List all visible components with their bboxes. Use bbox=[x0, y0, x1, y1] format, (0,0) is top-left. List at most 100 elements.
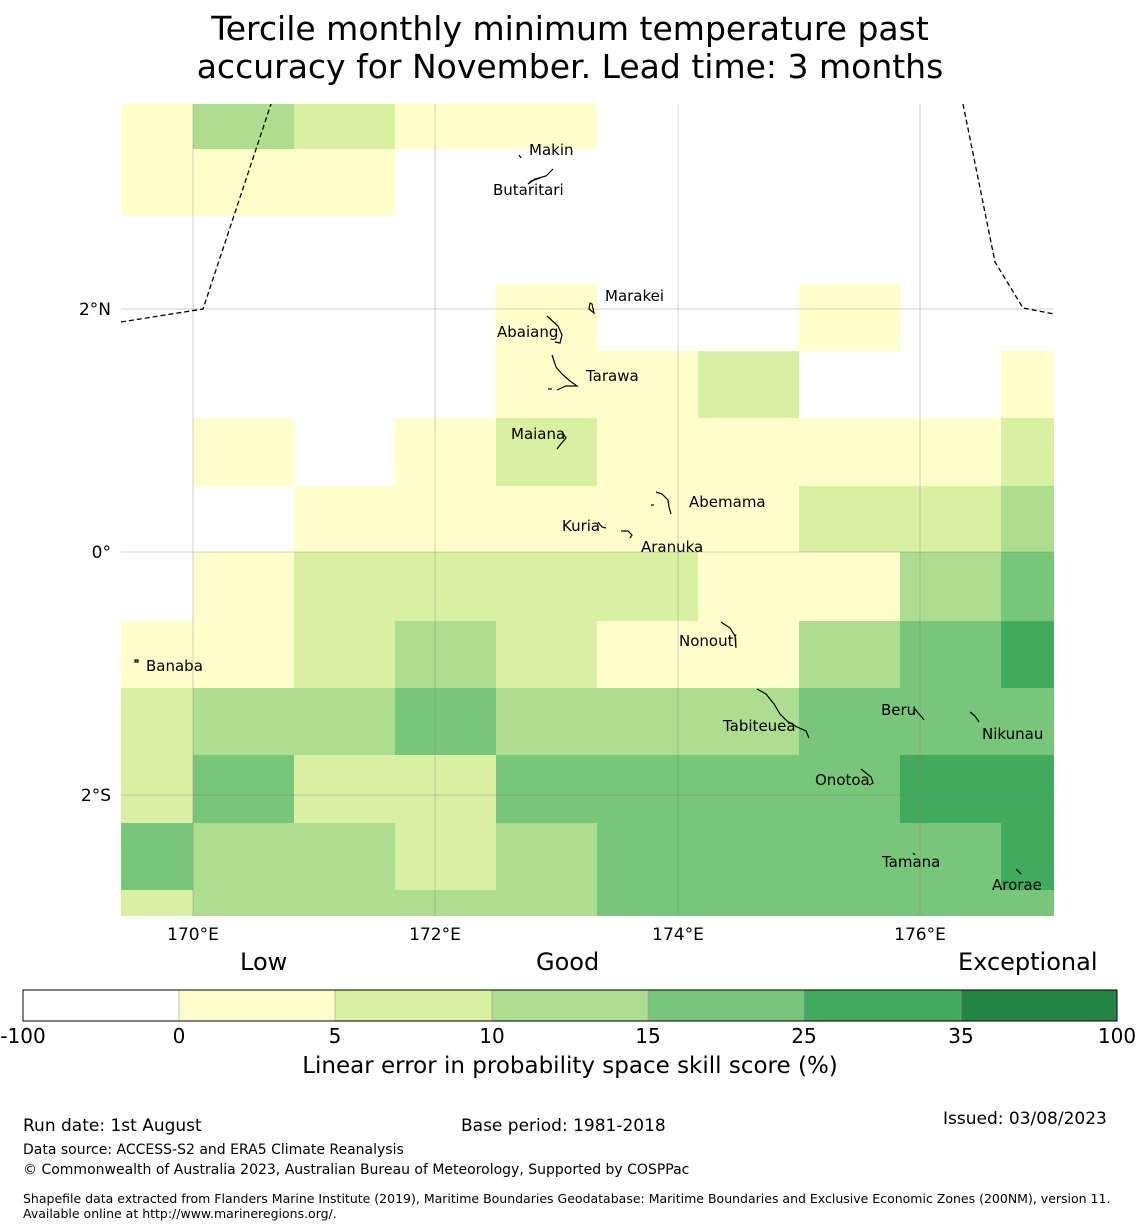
grid-cell bbox=[193, 688, 294, 755]
grid-cell bbox=[294, 823, 395, 890]
island-nonouti bbox=[720, 621, 737, 649]
grid-cell bbox=[1001, 621, 1054, 688]
grid-cell bbox=[121, 688, 193, 755]
island-beru bbox=[914, 708, 925, 721]
place-label-onotoa: Onotoa bbox=[815, 771, 870, 789]
grid-cell bbox=[294, 486, 395, 552]
eez-boundary bbox=[120, 103, 1055, 323]
grid-cell bbox=[496, 688, 597, 755]
grid-cell bbox=[193, 486, 294, 552]
grid-cell bbox=[799, 755, 900, 823]
grid-cell bbox=[395, 621, 496, 688]
grid-cell bbox=[799, 104, 900, 149]
lon-tick-label: 172°E bbox=[409, 925, 461, 945]
place-label-abaiang: Abaiang bbox=[497, 323, 558, 341]
grid-cell bbox=[900, 755, 1001, 823]
grid-cell bbox=[294, 284, 395, 351]
grid-cell bbox=[900, 486, 1001, 552]
copyright: © Commonwealth of Australia 2023, Austra… bbox=[23, 1162, 690, 1178]
grid-cell bbox=[294, 351, 395, 418]
colorbar-word-exceptional: Exceptional bbox=[958, 948, 1098, 976]
colorbar-swatch bbox=[179, 990, 335, 1021]
grid-cell bbox=[1001, 418, 1054, 486]
place-labels: Makin Butaritari Marakei Abaiang Tarawa Maian… bbox=[146, 141, 1043, 894]
grid-cell bbox=[1001, 486, 1054, 552]
grid-cell bbox=[900, 890, 1001, 916]
grid-cell bbox=[496, 104, 597, 149]
axis-ticks: 170°E 172°E 174°E 176°E 2°N 0° 2°S bbox=[79, 300, 946, 945]
grid-cell bbox=[900, 216, 1001, 284]
map-title: Tercile monthly minimum temperature past… bbox=[0, 10, 1140, 86]
place-label-nikunau: Nikunau bbox=[982, 725, 1043, 743]
place-label-abemama: Abemama bbox=[689, 493, 766, 511]
grid-cell bbox=[294, 104, 395, 149]
grid-cell bbox=[900, 418, 1001, 486]
run-date: Run date: 1st August bbox=[23, 1116, 202, 1136]
colorbar-tick-label: 0 bbox=[173, 1024, 186, 1048]
grid-cell bbox=[193, 755, 294, 823]
grid-cell bbox=[799, 823, 900, 890]
grid-cell bbox=[799, 621, 900, 688]
eez-boundary-east bbox=[962, 103, 1055, 315]
grid-cell bbox=[496, 284, 597, 351]
grid-cell bbox=[698, 552, 799, 621]
title-line-1: Tercile monthly minimum temperature past bbox=[211, 9, 929, 48]
grid-cell bbox=[1001, 823, 1054, 890]
island-tamana bbox=[912, 852, 916, 856]
grid-cell bbox=[121, 351, 193, 418]
colorbar-swatches bbox=[23, 990, 1117, 1021]
grid-cell bbox=[799, 351, 900, 418]
place-label-kuria: Kuria bbox=[562, 517, 600, 535]
grid-cell bbox=[698, 486, 799, 552]
base-period: Base period: 1981-2018 bbox=[461, 1116, 666, 1136]
island-outlines bbox=[134, 154, 1022, 875]
grid-cell bbox=[1001, 890, 1054, 916]
colorbar-swatch bbox=[492, 990, 648, 1021]
grid-cell bbox=[698, 284, 799, 351]
grid-cell bbox=[900, 688, 1001, 755]
grid-cell bbox=[121, 149, 193, 216]
grid-cell bbox=[193, 823, 294, 890]
colorbar-swatch bbox=[804, 990, 961, 1021]
grid-cell bbox=[1001, 284, 1054, 351]
grid-cell bbox=[395, 104, 496, 149]
grid-cell bbox=[121, 486, 193, 552]
grid-cell bbox=[900, 552, 1001, 621]
island-tarawa bbox=[551, 354, 579, 391]
island-nikunau bbox=[969, 711, 980, 723]
grid-cell bbox=[799, 418, 900, 486]
grid-cell bbox=[597, 755, 698, 823]
grid-cell bbox=[193, 351, 294, 418]
grid-cell bbox=[1001, 351, 1054, 418]
grid-cell bbox=[496, 216, 597, 284]
grid-cell bbox=[193, 890, 294, 916]
place-label-marakei: Marakei bbox=[605, 287, 664, 305]
lon-tick-label: 174°E bbox=[652, 925, 704, 945]
grid-cell bbox=[597, 890, 698, 916]
grid-cell bbox=[294, 688, 395, 755]
grid-cell bbox=[395, 351, 496, 418]
grid-cell bbox=[799, 149, 900, 216]
grid-cell bbox=[799, 216, 900, 284]
colorbar-frame bbox=[22, 989, 1118, 1022]
grid-cell bbox=[121, 552, 193, 621]
colorbar-tick-label: 100 bbox=[1098, 1024, 1136, 1048]
island-abaiang bbox=[546, 315, 563, 344]
grid-cell bbox=[294, 418, 395, 486]
grid-cell bbox=[121, 621, 193, 688]
eez-boundary-west bbox=[120, 103, 272, 323]
skill-map: Makin Butaritari Marakei Abaiang Tarawa Maian… bbox=[79, 103, 1055, 945]
place-label-tabiteuea: Tabiteuea bbox=[722, 717, 796, 735]
island-marakei bbox=[588, 302, 595, 315]
grid-cell bbox=[294, 890, 395, 916]
colorbar-word-good: Good bbox=[536, 948, 600, 976]
lon-tick-label: 176°E bbox=[894, 925, 946, 945]
grid-cell bbox=[698, 688, 799, 755]
grid-cell bbox=[900, 149, 1001, 216]
island-aranuka bbox=[621, 530, 633, 539]
grid-cell bbox=[698, 755, 799, 823]
grid-cell bbox=[395, 552, 496, 621]
data-source: Data source: ACCESS-S2 and ERA5 Climate … bbox=[23, 1142, 404, 1158]
colorbar: -100 0 5 10 15 25 35 100 bbox=[0, 989, 1136, 1048]
grid-cell bbox=[799, 688, 900, 755]
